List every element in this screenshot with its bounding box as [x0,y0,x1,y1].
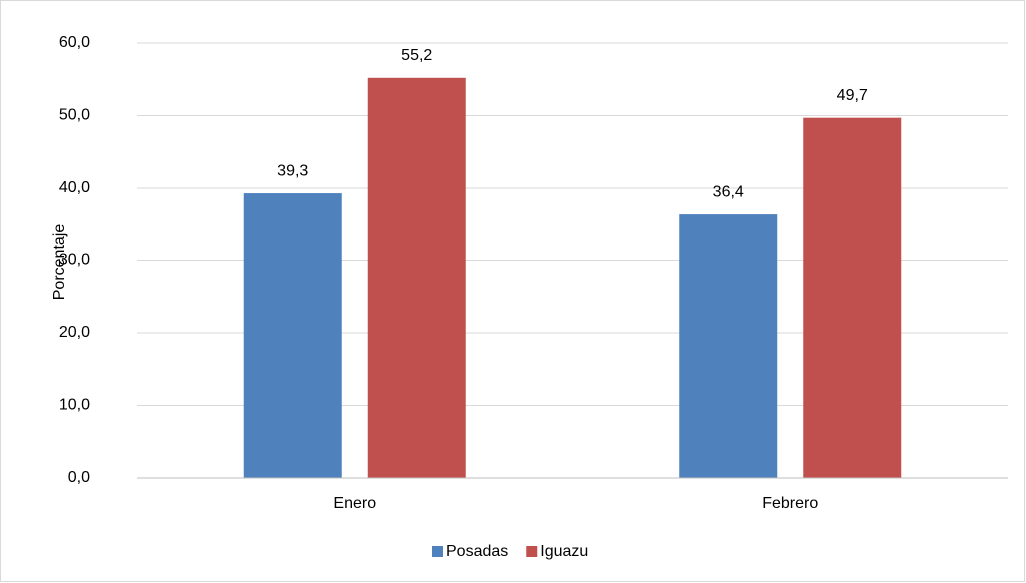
legend-label: Iguazu [540,543,588,560]
legend-swatch [432,546,443,557]
bar [367,77,466,479]
y-axis-label: Porcentaje [51,224,68,301]
legend-label: Posadas [446,543,508,560]
x-tick-label: Febrero [762,495,818,512]
y-tick-label: 0,0 [68,469,90,486]
value-label: 49,7 [837,87,868,104]
legend-swatch [526,546,538,557]
value-label: 55,2 [401,47,432,64]
y-tick-label: 40,0 [59,179,90,196]
bar [803,117,902,479]
x-tick-label: Enero [333,495,376,512]
y-tick-label: 50,0 [59,107,90,124]
y-tick-label: 10,0 [59,397,90,414]
bar [243,193,342,478]
y-tick-label: 20,0 [59,324,90,341]
bar [679,214,778,478]
value-label: 36,4 [713,183,744,200]
y-tick-label: 60,0 [59,34,90,51]
y-tick-label: 30,0 [59,252,90,269]
value-label: 39,3 [277,162,308,179]
